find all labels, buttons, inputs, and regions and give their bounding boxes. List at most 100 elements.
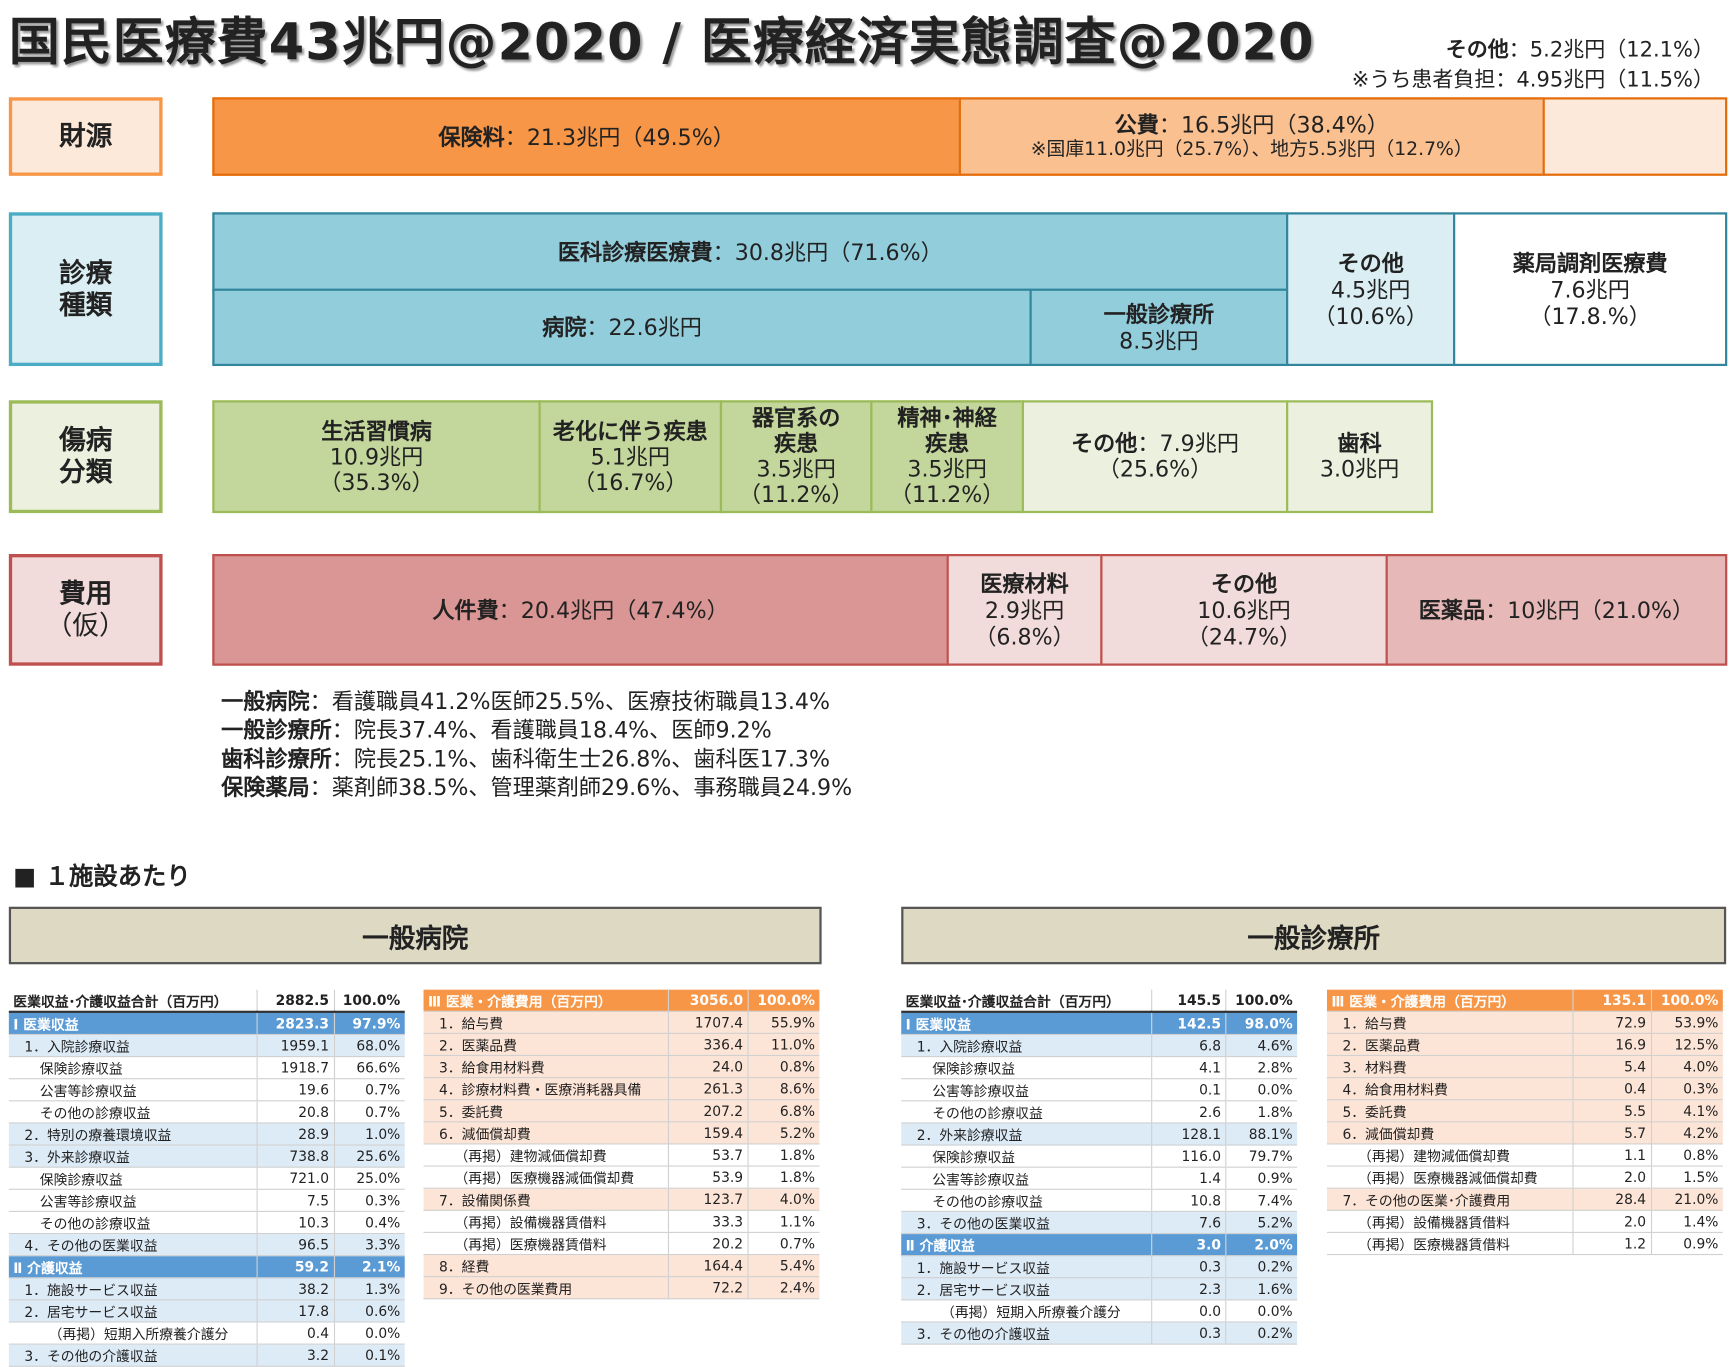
box: 医療材料 2.9兆円 （6.8%） bbox=[946, 554, 1103, 666]
staff-line: 歯科診療所：院長25.1%、歯科衛生士26.8%、歯科医17.3% bbox=[221, 744, 852, 773]
value-cell: 128.1 bbox=[1150, 1122, 1227, 1146]
row-label: Ⅱ 介護収益 bbox=[901, 1233, 1152, 1257]
box-name: 公費 bbox=[1114, 112, 1159, 139]
percent-cell: 0.3% bbox=[1650, 1077, 1723, 1101]
value-cell: 5.5 bbox=[1572, 1099, 1652, 1123]
table-row: その他の診療収益 20.8 0.7% bbox=[8, 1100, 405, 1124]
row-label: 7．設備関係費 bbox=[423, 1188, 669, 1211]
percent-cell: 25.6% bbox=[333, 1145, 405, 1168]
row-label: 1．施設サービス収益 bbox=[8, 1277, 257, 1301]
percent-cell: 5.4% bbox=[747, 1254, 820, 1278]
percent-cell: 100.0% bbox=[333, 989, 405, 1013]
row-label: その他の診療収益 bbox=[901, 1189, 1152, 1212]
box: 薬局調剤医療費 7.6兆円 （17.8.%） bbox=[1453, 212, 1728, 367]
box-value: 4.5兆円 bbox=[1330, 275, 1411, 303]
row-label: 3．給食用材料費 bbox=[423, 1055, 669, 1079]
value-cell: 116.0 bbox=[1150, 1145, 1227, 1168]
row-label: 医業収益･介護収益合計（百万円） bbox=[901, 989, 1152, 1013]
box-name: 生活習慣病 bbox=[321, 417, 432, 444]
box: その他：7.9兆円 （25.6%） bbox=[1021, 400, 1289, 514]
value-cell: 1.4 bbox=[1150, 1167, 1227, 1190]
row-label: Ⅰ 医業収益 bbox=[901, 1011, 1152, 1036]
row-label: 4．その他の医業収益 bbox=[8, 1233, 257, 1257]
percent-cell: 4.1% bbox=[1650, 1099, 1723, 1123]
percent-cell: 0.9% bbox=[1225, 1167, 1298, 1190]
row-label: 財源 bbox=[8, 97, 163, 176]
box-value: ：16.5兆円（38.4%） bbox=[1158, 112, 1389, 139]
box-value: 5.1兆円 bbox=[590, 442, 671, 470]
section-title: ■ １施設あたり bbox=[13, 863, 191, 892]
table-row: 公害等診療収益 0.1 0.0% bbox=[901, 1078, 1298, 1102]
table-row: 7．その他の医業･介護費用 28.4 21.0% bbox=[1326, 1188, 1723, 1211]
box-value: 10.6兆円 bbox=[1197, 596, 1291, 624]
percent-cell: 8.6% bbox=[747, 1077, 820, 1101]
box: 老化に伴う疾患 5.1兆円 （16.7%） bbox=[538, 400, 723, 514]
percent-cell: 0.6% bbox=[333, 1299, 405, 1323]
revenue-table: 医業収益･介護収益合計（百万円） 145.5 100.0% Ⅰ 医業収益 142.5 98… bbox=[901, 989, 1298, 1345]
staff-notes: 一般病院：看護職員41.2%医師25.5%、医療技術職員13.4% 一般診療所：… bbox=[221, 687, 852, 802]
table-row: 2．医薬品費 16.9 12.5% bbox=[1326, 1033, 1723, 1057]
percent-cell: 4.0% bbox=[1650, 1055, 1723, 1079]
value-cell: 0.3 bbox=[1150, 1321, 1227, 1345]
box: 器官系の 疾患 3.5兆円 （11.2%） bbox=[719, 400, 873, 514]
table-row: 8．経費 164.4 5.4% bbox=[423, 1254, 820, 1278]
label-line: （仮） bbox=[45, 609, 126, 641]
row-label: Ⅲ 医業・介護費用（百万円） bbox=[423, 989, 669, 1012]
box-value: ：30.8兆円（71.6%） bbox=[712, 238, 943, 265]
row-label: 4．診療材料費・医療消耗器具備 bbox=[423, 1077, 669, 1101]
box-name: 一般診療所 bbox=[1103, 300, 1215, 328]
value-cell: 738.8 bbox=[256, 1145, 334, 1168]
value-cell: 38.2 bbox=[256, 1277, 334, 1301]
value-cell: 1959.1 bbox=[256, 1034, 334, 1058]
row-label: （再掲）短期入所療養介護分 bbox=[8, 1321, 257, 1345]
percent-cell: 5.2% bbox=[747, 1121, 820, 1145]
row-label: 6．減価償却費 bbox=[423, 1121, 669, 1145]
percent-cell: 1.5% bbox=[1650, 1166, 1723, 1189]
box-note: （16.7%） bbox=[573, 468, 688, 495]
label-line: 財源 bbox=[59, 120, 113, 152]
label-line: 傷病 bbox=[59, 424, 113, 456]
value-cell: 53.7 bbox=[668, 1143, 749, 1167]
value-cell: 2.6 bbox=[1150, 1100, 1227, 1124]
expense-table: Ⅲ 医業・介護費用（百万円） 135.1 100.0% 1．給与費 72.9 53.9% 2… bbox=[1326, 989, 1723, 1256]
row-label: 6．減価償却費 bbox=[1326, 1121, 1573, 1145]
box-value: ：22.6兆円 bbox=[586, 314, 702, 341]
box-note: （17.8.%） bbox=[1529, 302, 1651, 329]
box-value: 7.6兆円 bbox=[1550, 275, 1630, 303]
table-row: 公害等診療収益 19.6 0.7% bbox=[8, 1078, 405, 1102]
table-row: その他の診療収益 2.6 1.8% bbox=[901, 1100, 1298, 1124]
percent-cell: 0.0% bbox=[333, 1321, 405, 1345]
table-row: Ⅰ 医業収益 2823.3 97.9% bbox=[8, 1011, 405, 1036]
table-row: Ⅱ 介護収益 3.0 2.0% bbox=[901, 1233, 1298, 1257]
value-cell: 72.2 bbox=[668, 1276, 749, 1300]
box-line: その他：7.9兆円 bbox=[1071, 431, 1239, 456]
percent-cell: 79.7% bbox=[1225, 1145, 1298, 1168]
percent-cell: 100.0% bbox=[1650, 989, 1723, 1012]
table-row: 公害等診療収益 7.5 0.3% bbox=[8, 1189, 405, 1212]
box: 歯科 3.0兆円 bbox=[1286, 400, 1434, 514]
percent-cell: 55.9% bbox=[747, 1011, 820, 1034]
table-row: 2．居宅サービス収益 2.3 1.6% bbox=[901, 1277, 1298, 1301]
table-row: 2．特別の療養環境収益 28.9 1.0% bbox=[8, 1122, 405, 1146]
value-cell: 1918.7 bbox=[256, 1056, 334, 1080]
row-label: 2．医薬品費 bbox=[423, 1033, 669, 1057]
staff-line: 一般病院：看護職員41.2%医師25.5%、医療技術職員13.4% bbox=[221, 687, 852, 716]
table-row: 公害等診療収益 1.4 0.9% bbox=[901, 1167, 1298, 1190]
table-row: 7．設備関係費 123.7 4.0% bbox=[423, 1188, 820, 1211]
row-label: 保険診療収益 bbox=[8, 1167, 257, 1190]
percent-cell: 1.1% bbox=[747, 1210, 820, 1233]
row-label: Ⅱ 介護収益 bbox=[8, 1255, 257, 1279]
percent-cell: 4.6% bbox=[1225, 1034, 1298, 1058]
percent-cell: 11.0% bbox=[747, 1033, 820, 1057]
percent-cell: 0.0% bbox=[1225, 1078, 1298, 1102]
staff-text: ：看護職員41.2%医師25.5%、医療技術職員13.4% bbox=[309, 687, 831, 715]
percent-cell: 0.0% bbox=[1225, 1299, 1298, 1323]
box-name: その他 bbox=[1210, 570, 1278, 597]
box-value: 3.5兆円 bbox=[756, 455, 836, 483]
value-cell: 96.5 bbox=[256, 1233, 334, 1257]
percent-cell: 1.6% bbox=[1225, 1277, 1298, 1301]
percent-cell: 0.2% bbox=[1225, 1321, 1298, 1345]
table-row: 保険診療収益 4.1 2.8% bbox=[901, 1056, 1298, 1080]
